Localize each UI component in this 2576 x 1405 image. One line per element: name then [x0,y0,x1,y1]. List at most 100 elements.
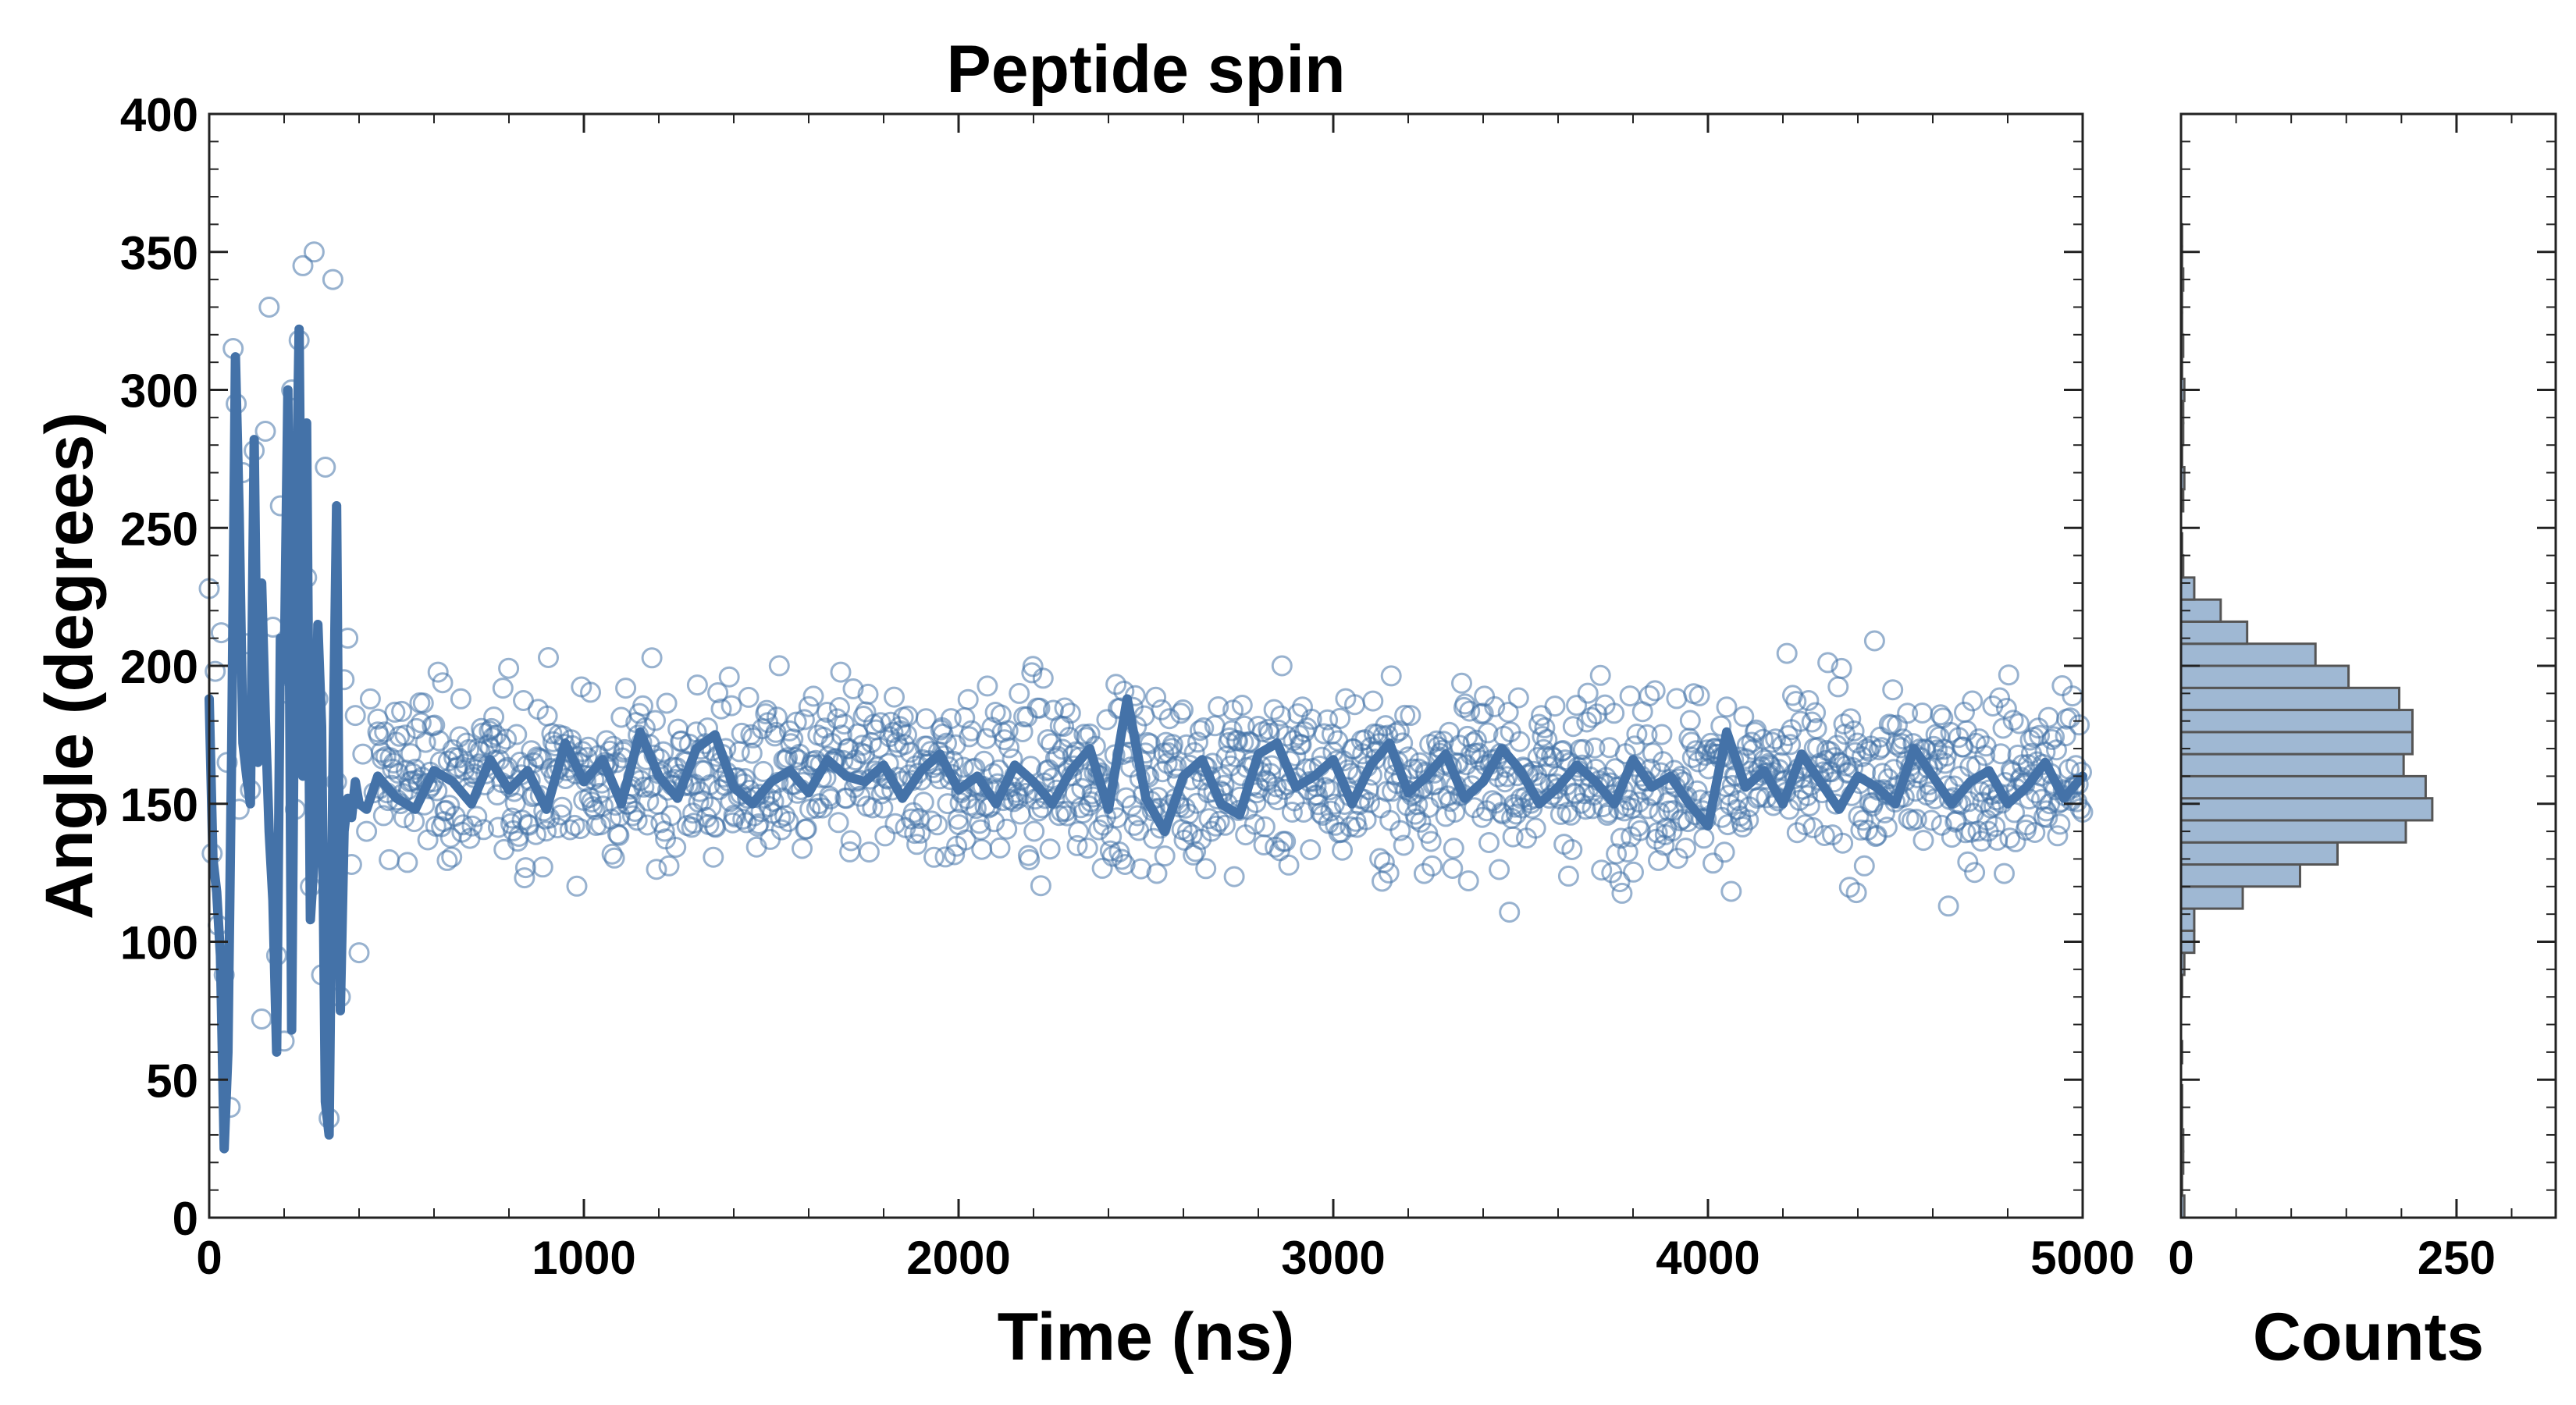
scatter-point [1091,857,1113,879]
scatter-point [913,791,934,813]
scatter-point [1675,838,1696,859]
scatter-point [645,710,666,731]
scatter-point [738,686,760,708]
scatter-point [1738,809,1759,831]
scatter-point [1785,691,1807,713]
scatter-point [566,875,588,897]
scatter-point [1176,734,1197,756]
scatter-point [1984,816,2006,838]
scatter-point [665,837,687,858]
scatter-point [1805,702,1827,724]
scatter-point [658,855,680,877]
scatter-point [382,752,404,774]
scatter-point [1189,720,1211,742]
scatter-point [1651,724,1673,745]
scatter-point [1716,696,1738,718]
scatter-point [1863,630,1885,652]
scatter-point [1713,841,1735,863]
scatter-point [1186,792,1208,814]
scatter-point [1752,728,1774,750]
scatter-point [1319,779,1340,801]
scatter-point [1281,802,1303,823]
scatter-point [1584,737,1606,759]
scatter-point [1532,726,1553,747]
scatter-point [1831,657,1852,679]
scatter-point [831,724,852,746]
scatter-point [1693,827,1715,849]
scatter-point [352,743,374,765]
scatter-point [1780,734,1802,756]
scatter-point [1079,723,1101,745]
scatter-point [997,720,1019,742]
scatter-point [1223,866,1245,887]
scatter-point [1880,714,1902,736]
scatter-point [1619,685,1641,707]
scatter-point [1606,843,1628,865]
scatter-point [1072,802,1094,824]
scatter-point [603,847,625,869]
scatter-point [1845,882,1867,904]
scatter-point [1930,704,1952,726]
scatter-point [1666,688,1688,710]
scatter-point [984,811,1005,833]
scatter-point [1267,789,1288,811]
scatter-point [971,838,993,860]
scatter-point [1146,863,1168,884]
scatter-point [937,793,959,815]
scatter-point [489,733,511,755]
x-tick-label: 2000 [906,1232,1010,1284]
scatter-point [1882,679,1904,701]
scatter-point [1688,685,1710,706]
scatter-point [1920,809,1942,831]
scatter-point [1271,655,1293,677]
scatter-point [710,698,732,720]
scatter-point [1998,664,2019,686]
scatter-point [1840,708,1862,730]
y-tick-label: 250 [120,503,198,555]
scatter-point [1989,687,2011,709]
scatter-point [768,655,790,677]
scatter-point [1898,808,1920,830]
scatter-point [1066,834,1088,856]
scatter-point [379,848,400,870]
scatter-point [1990,743,2012,765]
y-tick-label: 50 [146,1055,198,1107]
scatter-point [720,695,742,717]
scatter-point [835,788,857,809]
histogram-bar [2179,576,2196,601]
histogram-x-tick-label: 0 [2168,1232,2194,1284]
scatter-point [1247,716,1269,737]
scatter-point [1260,763,1282,784]
scatter-point [1076,838,1098,859]
scatter-point [2051,675,2073,696]
scatter-point [1442,858,1464,879]
scatter-point [473,819,494,841]
scatter-point [1799,795,1820,816]
scatter-point [777,811,799,832]
scatter-point [1611,882,1633,904]
scatter-point [1974,745,1996,767]
scatter-point [977,675,998,697]
scatter-point [1534,717,1556,738]
scatter-point [820,788,841,810]
scatter-point [1300,708,1322,730]
scatter-point [559,819,581,841]
scatter-point [1394,704,1416,726]
y-axis-label: Angle (degrees) [32,412,107,919]
scatter-point [693,759,715,781]
y-tick-label: 200 [120,641,198,693]
scatter-point [718,666,740,688]
y-tick-label: 350 [120,227,198,279]
scatter-point [1934,752,1956,774]
scatter-point [904,823,926,845]
scatter-point [1170,702,1192,724]
scatter-point [1557,865,1579,887]
scatter-point [1912,830,1934,852]
scatter-point [1028,800,1049,822]
scatter-point [397,852,418,873]
scatter-point [852,735,873,756]
scatter-point [1469,749,1491,771]
scatter-point [923,846,945,868]
scatter-point [1143,827,1165,849]
scatter-point [496,728,518,750]
